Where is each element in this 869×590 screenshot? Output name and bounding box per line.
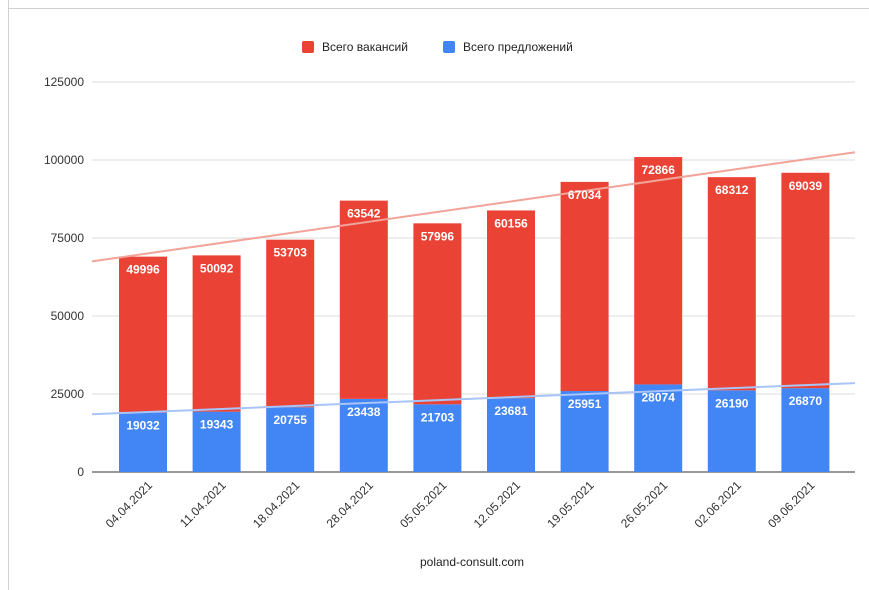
bar-segment	[266, 239, 315, 408]
x-tick-label: 18.04.2021	[250, 478, 303, 531]
x-tick-label: 19.05.2021	[544, 478, 597, 531]
data-label: 53703	[274, 246, 308, 260]
data-label: 57996	[421, 229, 455, 243]
trendline	[91, 151, 856, 263]
data-label: 26190	[715, 396, 749, 410]
data-label: 26870	[789, 394, 823, 408]
bar-segment	[707, 177, 756, 391]
y-tick-label: 125000	[44, 75, 84, 89]
data-label: 19032	[126, 419, 160, 433]
data-label: 25951	[568, 397, 602, 411]
bar-segment	[560, 391, 609, 472]
bar-segment	[119, 412, 167, 472]
data-label: 23438	[347, 405, 381, 419]
bar-segment	[781, 172, 830, 389]
x-tick-label: 28.04.2021	[324, 478, 377, 531]
data-label: 63542	[347, 207, 381, 221]
y-tick-label: 0	[77, 465, 84, 479]
y-tick-label: 25000	[51, 387, 85, 401]
x-tick-label: 02.06.2021	[692, 478, 745, 531]
legend-swatch	[302, 41, 314, 53]
bar-segment	[560, 181, 609, 392]
legend-swatch	[443, 41, 455, 53]
bar-segment	[192, 255, 241, 412]
x-tick-label: 05.05.2021	[397, 478, 450, 531]
bar-segment	[339, 398, 388, 472]
y-tick-label: 75000	[51, 231, 85, 245]
bar-segment	[413, 223, 462, 405]
y-tick-label: 100000	[44, 153, 84, 167]
data-label: 21703	[421, 410, 455, 424]
data-labels: 19032 49996 19343 50092 20755 53703 23438 63542…	[126, 163, 822, 433]
data-label: 72866	[642, 163, 676, 177]
data-label: 68312	[715, 183, 749, 197]
data-label: 23681	[494, 404, 528, 418]
bar-segment	[781, 388, 830, 472]
bar-segment	[266, 407, 315, 472]
bar-segment	[707, 390, 756, 472]
y-tick-label: 50000	[51, 309, 85, 323]
x-tick-label: 04.04.2021	[103, 478, 156, 531]
bar-segment	[487, 210, 535, 399]
data-label: 67034	[568, 188, 602, 202]
bar-segment	[634, 384, 683, 472]
frame-top-border	[8, 8, 869, 9]
data-label: 20755	[274, 413, 308, 427]
data-label: 60156	[494, 216, 528, 230]
data-label: 49996	[126, 263, 160, 277]
x-axis-ticks: 04.04.2021 11.04.2021 18.04.2021 28.04.2021…	[103, 478, 818, 531]
x-axis-label: poland-consult.com	[420, 555, 524, 569]
legend-label: Всего вакансий	[322, 40, 408, 54]
bar-segment	[192, 411, 241, 472]
frame-left-border	[8, 0, 9, 590]
x-tick-label: 09.06.2021	[765, 478, 818, 531]
bar-segment	[487, 398, 535, 472]
data-label: 19343	[200, 418, 234, 432]
data-label: 50092	[200, 261, 234, 275]
bar-segment	[634, 157, 683, 385]
trendlines	[91, 151, 856, 416]
bars	[119, 157, 830, 472]
legend: Всего вакансий Всего предложений	[302, 40, 573, 54]
bar-segment	[413, 404, 462, 472]
bar-segment	[339, 200, 388, 399]
x-tick-label: 12.05.2021	[471, 478, 524, 531]
legend-label: Всего предложений	[463, 40, 573, 54]
data-label: 69039	[789, 179, 823, 193]
x-tick-label: 11.04.2021	[177, 478, 229, 530]
trendline	[91, 382, 856, 416]
y-axis-ticks: 0 25000 50000 75000 100000 125000	[44, 75, 84, 479]
bar-segment	[119, 256, 167, 413]
data-label: 28074	[642, 390, 676, 404]
x-tick-label: 26.05.2021	[618, 478, 671, 531]
